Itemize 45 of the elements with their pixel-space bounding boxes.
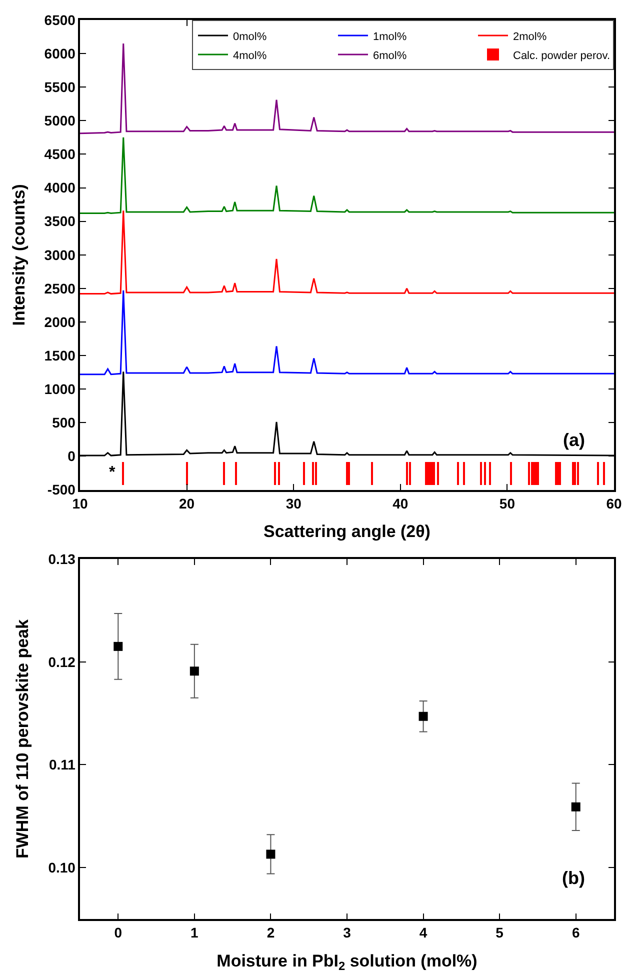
x-tick-label: 2 bbox=[266, 924, 275, 941]
annotation: (b) bbox=[562, 868, 585, 888]
y-tick-label: 1500 bbox=[44, 347, 76, 364]
x-tick-label: 5 bbox=[496, 924, 504, 941]
legend-label: 2mol% bbox=[513, 30, 547, 43]
annotation: * bbox=[109, 464, 116, 481]
y-tick-label: 500 bbox=[52, 414, 76, 431]
y-tick-label: 0.12 bbox=[48, 654, 76, 670]
legend-label: 0mol% bbox=[233, 30, 267, 43]
x-tick-label: 1 bbox=[190, 924, 199, 941]
x-tick-label: 20 bbox=[179, 495, 195, 512]
x-tick-label: 60 bbox=[606, 495, 622, 512]
x-tick-label: 0 bbox=[114, 924, 122, 941]
y-tick-label: -500 bbox=[47, 482, 76, 498]
y-tick-label: 4500 bbox=[44, 146, 76, 162]
y-tick-label: 0.11 bbox=[48, 756, 76, 773]
y-tick-label: 5500 bbox=[44, 79, 76, 96]
legend-label: 1mol% bbox=[373, 30, 407, 43]
x-tick-label: 6 bbox=[572, 924, 580, 941]
legend-label: 4mol% bbox=[233, 50, 267, 62]
y-tick-label: 2000 bbox=[44, 314, 76, 330]
y-tick-label: 4000 bbox=[44, 180, 76, 196]
x-tick-label: 10 bbox=[72, 495, 88, 512]
legend-label: 6mol% bbox=[373, 50, 407, 62]
x-tick-label: 4 bbox=[419, 924, 428, 941]
legend-label: Calc. powder perov. bbox=[513, 50, 610, 62]
y-tick-label: 3500 bbox=[44, 213, 76, 230]
y-tick-label: 3000 bbox=[44, 246, 76, 263]
y-axis-title: FWHM of 110 perovskite peak bbox=[13, 618, 32, 859]
x-tick-label: 30 bbox=[286, 495, 302, 512]
x-axis-title: Scattering angle (2θ) bbox=[264, 522, 430, 542]
y-tick-label: 0.13 bbox=[48, 550, 76, 567]
y-tick-label: 0.10 bbox=[48, 859, 76, 876]
y-tick-label: 6500 bbox=[44, 12, 76, 28]
y-tick-label: 5000 bbox=[44, 112, 76, 129]
y-tick-label: 2500 bbox=[44, 280, 76, 296]
x-tick-label: 50 bbox=[499, 495, 516, 512]
y-axis-title: Intensity (counts) bbox=[9, 184, 28, 326]
x-tick-label: 40 bbox=[392, 495, 408, 512]
y-tick-label: 0 bbox=[68, 448, 76, 464]
y-tick-label: 1000 bbox=[44, 381, 76, 398]
y-tick-label: 6000 bbox=[44, 45, 76, 62]
x-axis-title: Moisture in PbI$_{2}$ solution (mol%) bbox=[216, 951, 478, 974]
annotation: (a) bbox=[563, 430, 586, 450]
x-tick-label: 3 bbox=[343, 924, 352, 941]
